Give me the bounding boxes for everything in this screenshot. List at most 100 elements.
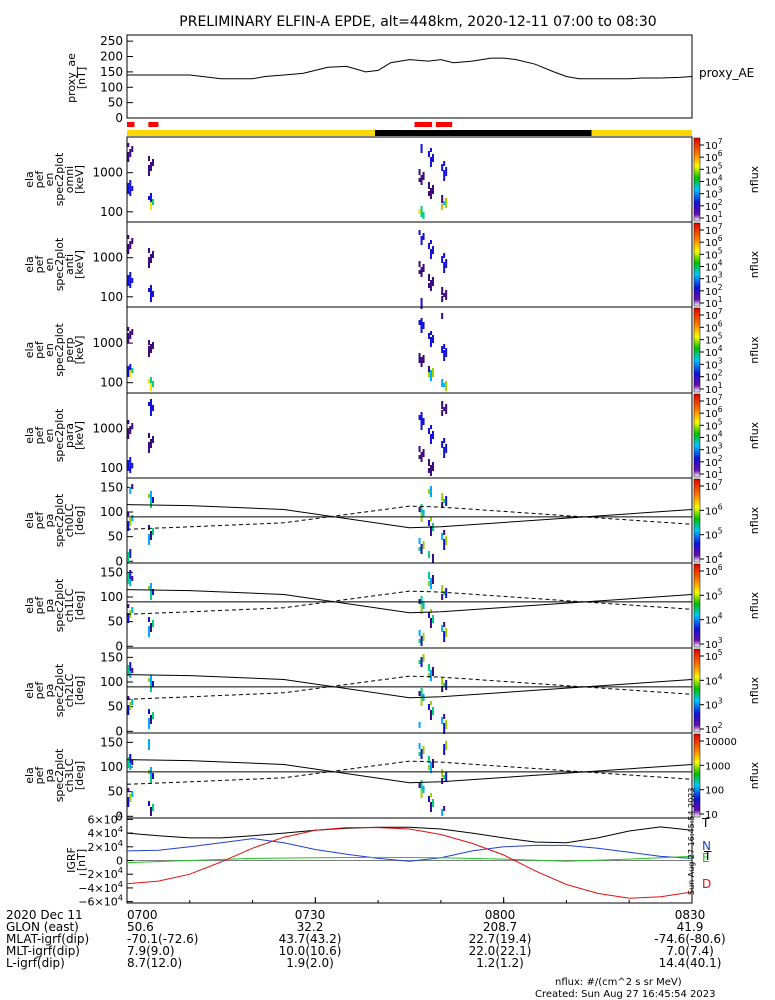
flux-streak: [429, 762, 432, 773]
flux-streak: [151, 773, 154, 779]
flux-streak: [149, 684, 152, 692]
flux-streak: [443, 438, 446, 443]
spectrogram-ytick-label: 1000: [92, 251, 123, 265]
igrf-legend-t: T: [703, 849, 712, 863]
info-row-value: 22.0(22.1): [469, 944, 532, 958]
flux-streak: [129, 180, 132, 189]
colorbar-tick-label: 105: [705, 417, 723, 432]
colorbar-tick-label: 102: [705, 454, 723, 469]
spectrogram-ylabel-line: [deg]: [73, 676, 86, 705]
flux-streak: [427, 274, 430, 281]
info-row-value: 208.7: [483, 920, 517, 934]
flux-streak: [445, 588, 448, 598]
flux-streak: [147, 196, 150, 200]
plot-title: PRELIMINARY ELFIN-A EPDE, alt=448km, 202…: [179, 14, 656, 30]
flux-streak: [127, 235, 130, 239]
spectrogram-ylabel-line: spec2plot: [53, 663, 66, 717]
colorbar-tick-label: 101: [705, 381, 723, 396]
colorbar-tick-label: 101: [705, 295, 723, 310]
flux-streak: [422, 418, 425, 425]
flux-streak: [129, 763, 132, 770]
proxy-ae-ytick-label: 250: [100, 34, 123, 48]
flux-streak: [420, 452, 423, 462]
flux-streak: [420, 236, 423, 245]
anti-loss-cone-line: [126, 505, 693, 530]
flux-streak: [151, 342, 154, 349]
flux-streak: [147, 534, 150, 545]
flux-streak: [149, 623, 152, 632]
flux-streak: [445, 404, 448, 414]
spectrogram-ytick-label: 100: [100, 461, 123, 475]
flux-streak: [422, 541, 425, 549]
flux-streak: [441, 809, 444, 816]
flux-streak: [427, 704, 430, 710]
flux-streak: [429, 670, 432, 681]
spectrogram-ylabel-line: pef: [33, 766, 46, 785]
info-row-value: 22.7(19.4): [469, 932, 532, 946]
spectrogram-ylabel-line: perp: [63, 337, 76, 362]
spectrogram-ytick-label: 0: [115, 639, 123, 653]
flux-streak: [429, 240, 432, 244]
proxy-ae-ytick-label: 150: [100, 65, 123, 79]
colorbar-tick-label: 107: [705, 137, 723, 152]
flux-streak: [418, 547, 421, 551]
flux-streak: [129, 466, 132, 473]
colorbar-tick-label: 106: [705, 319, 723, 334]
flux-streak: [151, 712, 154, 719]
flux-streak: [427, 283, 430, 288]
spectrogram-ylabel-line: ela: [23, 427, 36, 444]
colorbar-tick-label: 106: [705, 563, 723, 578]
flux-streak: [429, 425, 432, 429]
flux-streak: [427, 765, 430, 770]
spectrogram-ylabel-line: spec2plot: [53, 578, 66, 632]
colorbar-tick-label: 104: [705, 551, 723, 566]
flux-streak: [443, 447, 446, 458]
flux-streak: [129, 364, 132, 373]
flux-streak: [147, 801, 150, 806]
flux-streak: [127, 788, 130, 792]
colorbar-tick-label: 103: [705, 271, 723, 286]
flux-streak: [149, 675, 152, 685]
flux-streak: [151, 620, 154, 627]
flux-streak: [131, 423, 134, 429]
footer-units: nflux: #/(cm^2 s sr MeV): [555, 977, 682, 988]
flux-streak: [445, 381, 448, 391]
spectrogram-ylabel-line: ch1LC: [63, 588, 76, 622]
flux-streak: [129, 370, 132, 377]
flux-streak: [147, 340, 150, 345]
science-zone-mark: [435, 122, 453, 127]
proxy-ae-frame: [126, 34, 693, 119]
flux-streak: [443, 350, 446, 361]
flux-streak: [420, 780, 423, 791]
proxy-ae-ylabel-line: [nT]: [75, 67, 88, 89]
flux-streak: [420, 412, 423, 423]
flux-streak: [147, 709, 150, 714]
igrf-ytick-label: −6×104: [78, 893, 123, 909]
colorbar-tick-label: 1000: [705, 761, 730, 772]
flux-streak: [441, 778, 444, 784]
flux-streak: [420, 324, 423, 333]
flux-streak: [427, 372, 430, 377]
flux-streak: [422, 633, 425, 641]
colorbar-tick-label: 10: [705, 810, 718, 821]
spectrogram-ylabel-line: ch2LC: [63, 673, 76, 707]
flux-streak: [441, 625, 444, 632]
spectrogram-ylabel-line: en: [43, 343, 56, 357]
flux-streak: [443, 591, 446, 595]
colorbar: [693, 648, 701, 733]
colorbar: [693, 307, 701, 393]
loss-cone-line: [126, 674, 693, 699]
colorbar-tick-label: 105: [705, 587, 723, 602]
flux-streak: [147, 156, 150, 161]
flux-streak: [131, 329, 134, 335]
flux-streak: [127, 757, 130, 768]
colorbar-tick-label: 107: [705, 393, 723, 408]
flux-streak: [441, 717, 444, 724]
spectrogram-ytick-label: 50: [108, 785, 123, 799]
flux-streak: [127, 366, 130, 377]
spectrogram-ytick-label: 0: [115, 724, 123, 738]
spectrogram-ylabel-line: pa: [43, 599, 56, 613]
spectrogram-ylabel-line: ela: [23, 682, 36, 699]
flux-streak: [418, 538, 421, 544]
flux-streak: [127, 183, 130, 194]
